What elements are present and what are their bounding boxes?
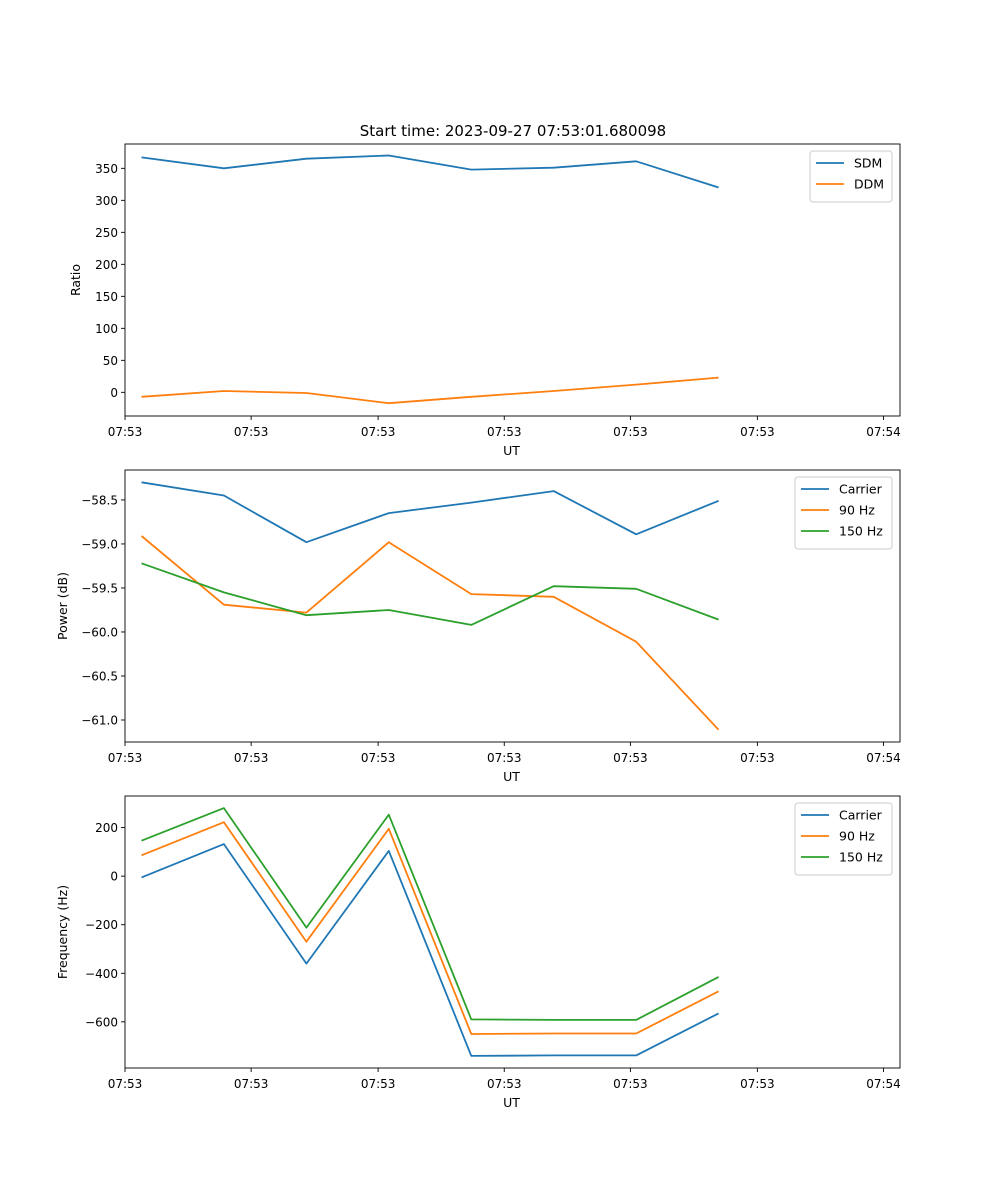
y-tick-label: 300 — [95, 194, 118, 208]
y-tick-label: −59.0 — [81, 537, 118, 551]
series-line-sdm — [141, 154, 719, 189]
x-tick-label: 07:53 — [740, 751, 775, 765]
x-axis-label: UT — [503, 443, 520, 458]
legend-label: 150 Hz — [839, 524, 883, 539]
y-axis-label: Frequency (Hz) — [55, 885, 70, 979]
series-line-carrier — [141, 481, 719, 544]
chart-power: 07:53 07:53 07:53 07:53 07:53 07:53 07:54 −58.5… — [55, 469, 901, 784]
chart-ratio: 07:53 07:53 07:53 07:53 07:53 07:53 07:54 0 50 10… — [68, 143, 901, 458]
x-tick-label: 07:53 — [108, 1077, 143, 1091]
x-tick-label: 07:54 — [866, 751, 901, 765]
y-axis-label: Power (dB) — [55, 572, 70, 640]
legend-label: 90 Hz — [839, 503, 875, 518]
figure-title: Start time: 2023-09-27 07:53:01.680098 — [360, 122, 666, 140]
x-tick-label: 07:53 — [487, 751, 522, 765]
series-line-carrier — [141, 843, 720, 1057]
plot-frame — [124, 143, 901, 417]
y-tick-label: 200 — [95, 821, 118, 835]
legend-label: SDM — [854, 156, 882, 171]
x-tick-label: 07:53 — [234, 1077, 269, 1091]
legend-label: DDM — [854, 177, 884, 192]
x-tick-label: 07:53 — [613, 425, 648, 439]
y-tick-label: 250 — [95, 226, 118, 240]
y-tick-label: 0 — [110, 870, 118, 884]
y-tick-label: −58.5 — [81, 493, 118, 507]
x-tick-label: 07:53 — [361, 751, 396, 765]
x-tick-label: 07:53 — [487, 425, 522, 439]
y-tick-label: −400 — [85, 967, 118, 981]
x-tick-label: 07:53 — [234, 425, 269, 439]
y-tick-label: 150 — [95, 290, 118, 304]
y-axis-label: Ratio — [68, 264, 83, 296]
legend: Carrier 90 Hz 150 Hz — [794, 476, 893, 550]
y-tick-label: −60.0 — [81, 625, 118, 639]
x-tick-label: 07:54 — [866, 425, 901, 439]
y-tick-label: 100 — [95, 322, 118, 336]
y-tick-label: −600 — [85, 1015, 118, 1029]
legend-label: Carrier — [839, 482, 883, 497]
legend: SDM DDM — [809, 150, 893, 203]
x-tick-label: 07:53 — [108, 751, 143, 765]
y-tick-label: −60.5 — [81, 669, 118, 683]
series-line-90-hz — [141, 821, 720, 1035]
y-tick-label: −59.5 — [81, 581, 118, 595]
series-line-90-hz — [140, 535, 720, 731]
plot-frame — [124, 795, 901, 1069]
y-tick-label: 350 — [95, 162, 118, 176]
y-tick-label: 200 — [95, 258, 118, 272]
x-tick-label: 07:54 — [866, 1077, 901, 1091]
y-tick-label: −200 — [85, 918, 118, 932]
series-line-150-hz — [141, 562, 719, 626]
x-tick-label: 07:53 — [487, 1077, 522, 1091]
legend-label: 150 Hz — [839, 850, 883, 865]
series-line-ddm — [141, 376, 719, 405]
x-axis-label: UT — [503, 769, 520, 784]
y-tick-label: 0 — [110, 386, 118, 400]
x-tick-label: 07:53 — [361, 1077, 396, 1091]
series-line-150-hz — [141, 807, 720, 1021]
x-tick-label: 07:53 — [613, 1077, 648, 1091]
y-tick-label: 50 — [103, 354, 118, 368]
x-tick-label: 07:53 — [740, 1077, 775, 1091]
x-tick-label: 07:53 — [108, 425, 143, 439]
legend: Carrier 90 Hz 150 Hz — [794, 802, 893, 876]
y-tick-label: −61.0 — [81, 713, 118, 727]
x-tick-label: 07:53 — [234, 751, 269, 765]
x-tick-label: 07:53 — [613, 751, 648, 765]
legend-label: 90 Hz — [839, 829, 875, 844]
x-tick-label: 07:53 — [740, 425, 775, 439]
legend-label: Carrier — [839, 808, 883, 823]
x-tick-label: 07:53 — [361, 425, 396, 439]
x-axis-label: UT — [503, 1095, 520, 1110]
chart-frequency: 07:53 07:53 07:53 07:53 07:53 07:53 07:54 200 0 −… — [55, 795, 901, 1110]
plot-frame — [124, 469, 901, 743]
